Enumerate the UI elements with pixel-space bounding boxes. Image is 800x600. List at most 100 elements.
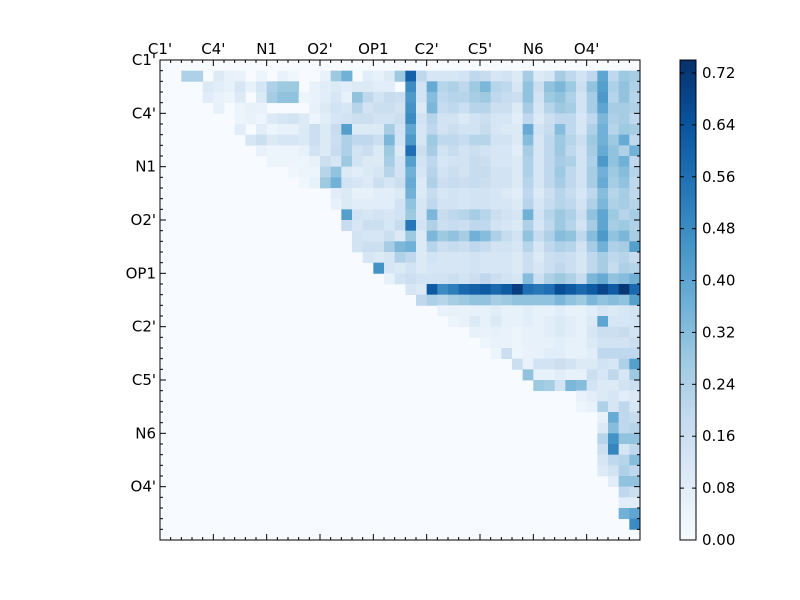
heatmap-cell (533, 262, 545, 274)
heatmap-cell (373, 145, 385, 157)
heatmap-cell (522, 273, 534, 285)
heatmap-cell (458, 198, 470, 210)
heatmap-cell (629, 284, 641, 296)
heatmap-cell (266, 156, 278, 168)
heatmap-cell (576, 92, 588, 104)
heatmap-cell (608, 476, 620, 488)
heatmap-cell (576, 230, 588, 242)
heatmap-cell (586, 81, 598, 93)
heatmap-cell (512, 177, 524, 189)
heatmap-cell (512, 252, 524, 264)
heatmap-cell (277, 124, 289, 136)
heatmap-cell (469, 124, 481, 136)
heatmap-cell (608, 465, 620, 477)
heatmap-cell (618, 124, 630, 136)
heatmap-cell (629, 369, 641, 381)
heatmap-cell (608, 326, 620, 338)
heatmap-cell (629, 198, 641, 210)
heatmap-cell (426, 177, 438, 189)
heatmap-cell (341, 220, 353, 232)
heatmap-cell (458, 156, 470, 168)
heatmap-cell (469, 92, 481, 104)
heatmap-cell (384, 198, 396, 210)
heatmap-cell (597, 252, 609, 264)
heatmap-cell (544, 102, 556, 114)
heatmap-cell (533, 230, 545, 242)
heatmap-cell (490, 177, 502, 189)
heatmap-cell (501, 262, 513, 274)
y-tick-label: C5' (132, 371, 156, 389)
heatmap-cell (501, 188, 513, 200)
heatmap-cell (501, 305, 513, 317)
heatmap-cell (533, 177, 545, 189)
heatmap-cell (458, 209, 470, 221)
heatmap-cell (554, 177, 566, 189)
heatmap-cell (405, 124, 417, 136)
heatmap-cell (544, 166, 556, 178)
heatmap-cell (522, 209, 534, 221)
heatmap-cell (266, 81, 278, 93)
heatmap-cell (597, 273, 609, 285)
heatmap-cell (373, 92, 385, 104)
heatmap-cell (480, 305, 492, 317)
heatmap-cell (629, 102, 641, 114)
heatmap-cell (554, 166, 566, 178)
heatmap-cell (437, 145, 449, 157)
heatmap-cell (426, 284, 438, 296)
heatmap-cell (554, 102, 566, 114)
heatmap-cell (618, 326, 630, 338)
heatmap-cell (629, 262, 641, 274)
heatmap-cell (448, 241, 460, 253)
heatmap-cell (458, 305, 470, 317)
heatmap-cell (352, 124, 364, 136)
heatmap-cell (629, 476, 641, 488)
heatmap-cell (490, 230, 502, 242)
heatmap-cell (576, 209, 588, 221)
heatmap-cell (544, 262, 556, 274)
heatmap-cell (629, 81, 641, 93)
heatmap-cell (448, 145, 460, 157)
heatmap-cell (309, 102, 321, 114)
colorbar-tick-label: 0.72 (702, 64, 735, 82)
heatmap-cell (586, 348, 598, 360)
heatmap-cell (394, 252, 406, 264)
heatmap-cell (384, 134, 396, 146)
heatmap-cell (576, 262, 588, 274)
heatmap-cell (490, 113, 502, 125)
heatmap-cell (352, 241, 364, 253)
heatmap-cell (608, 113, 620, 125)
heatmap-cell (394, 145, 406, 157)
heatmap-cell (373, 177, 385, 189)
heatmap-cell (512, 134, 524, 146)
heatmap-cell (373, 102, 385, 114)
heatmap-cell (373, 156, 385, 168)
heatmap-cell (544, 92, 556, 104)
heatmap-cell (629, 401, 641, 413)
heatmap-cell (384, 81, 396, 93)
heatmap-cell (554, 326, 566, 338)
heatmap-cell (597, 262, 609, 274)
heatmap-cell (608, 134, 620, 146)
heatmap-cell (394, 102, 406, 114)
colorbar-tick-label: 0.48 (702, 220, 735, 238)
heatmap-cell (480, 262, 492, 274)
heatmap-cell (501, 134, 513, 146)
heatmap-cell (437, 262, 449, 274)
heatmap-cell (288, 92, 300, 104)
heatmap-cell (608, 305, 620, 317)
heatmap-cell (298, 124, 310, 136)
heatmap-cell (554, 241, 566, 253)
heatmap-cell (373, 220, 385, 232)
heatmap-cell (533, 145, 545, 157)
heatmap-cell (618, 486, 630, 498)
heatmap-cell (245, 102, 257, 114)
heatmap-cell (437, 305, 449, 317)
heatmap-cell (522, 316, 534, 328)
heatmap-cell (256, 70, 268, 82)
heatmap-cell (394, 220, 406, 232)
heatmap-cell (405, 166, 417, 178)
heatmap-cell (565, 198, 577, 210)
heatmap-cell (405, 252, 417, 264)
heatmap-cell (608, 348, 620, 360)
heatmap-cell (576, 241, 588, 253)
